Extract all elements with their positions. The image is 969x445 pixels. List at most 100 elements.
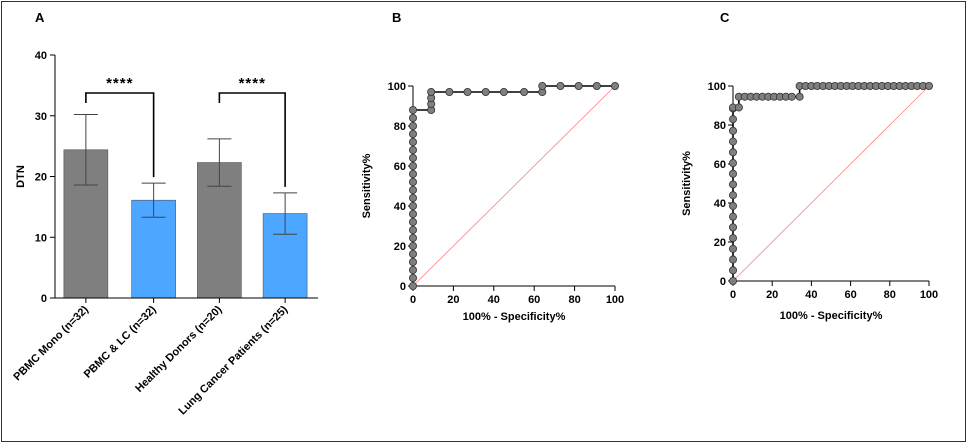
y-axis-title: DTN	[15, 165, 27, 188]
significance-label: ****	[239, 75, 266, 92]
roc-point	[729, 169, 738, 178]
roc-point	[729, 266, 738, 275]
x-tick-label: 80	[884, 289, 896, 301]
roc-point	[408, 185, 417, 194]
y-tick-label: 20	[394, 241, 406, 253]
panel-b-roc-chart: 0 20 40 60 80 100 0 20 40 60 80 100 100% - Specifici…	[361, 81, 624, 323]
x-tick-label: 80	[568, 294, 580, 306]
category-label: Lung Cancer Patients (n=25)	[177, 303, 291, 417]
roc-point	[538, 82, 547, 91]
x-tick-label: 40	[805, 289, 817, 301]
panel-a-bar-chart: 0 10 20 30 40 DTN PBMC Mono (n=32)PBMC & LC (n…	[11, 50, 318, 417]
roc-point	[481, 88, 490, 97]
roc-point	[592, 82, 601, 91]
roc-point	[408, 153, 417, 162]
panel-letter-c: C	[720, 10, 730, 25]
x-tick-label: 20	[447, 294, 459, 306]
y-tick-label: 0	[400, 281, 406, 293]
roc-point	[408, 217, 417, 226]
reference-diagonal	[732, 85, 930, 282]
roc-point	[556, 82, 565, 91]
roc-point	[408, 209, 417, 218]
y-tick-label: 0	[720, 276, 726, 288]
y-tick-label: 60	[394, 161, 406, 173]
x-tick-label: 40	[488, 294, 500, 306]
roc-point	[408, 106, 417, 115]
roc-point	[729, 148, 738, 157]
roc-point	[574, 82, 583, 91]
roc-point	[408, 265, 417, 274]
x-tick-label: 0	[410, 294, 416, 306]
roc-point	[795, 92, 804, 101]
y-tick-label: 80	[714, 120, 726, 132]
panel-letter-b: B	[392, 10, 401, 25]
roc-point	[925, 82, 934, 91]
x-tick-label: 100	[920, 289, 938, 301]
significance-bracket	[218, 92, 286, 187]
x-axis-title: 100% - Specificity%	[780, 310, 883, 322]
roc-point	[729, 201, 738, 210]
y-tick-label: 100	[388, 81, 406, 93]
roc-point	[408, 161, 417, 170]
x-tick-label: 60	[528, 294, 540, 306]
roc-point	[408, 169, 417, 178]
category-label: PBMC & LC (n=32)	[82, 303, 159, 380]
roc-point	[463, 88, 472, 97]
roc-point	[408, 137, 417, 146]
roc-point	[408, 273, 417, 282]
roc-point	[729, 244, 738, 253]
roc-point	[729, 191, 738, 200]
y-tick-label: 20	[714, 237, 726, 249]
roc-point	[408, 177, 417, 186]
y-tick-label: 100	[708, 81, 726, 93]
x-tick-label: 0	[730, 289, 736, 301]
roc-point	[408, 114, 417, 123]
panel-c-roc-chart: 0 20 40 60 80 100 0 20 40 60 80 100 100% - Specifici…	[681, 81, 938, 322]
roc-point	[787, 92, 796, 101]
roc-point	[408, 145, 417, 154]
roc-point	[408, 225, 417, 234]
roc-point	[729, 255, 738, 264]
roc-point	[408, 129, 417, 138]
significance-bracket	[85, 92, 155, 178]
y-tick-label: 10	[35, 232, 47, 244]
roc-point	[729, 115, 738, 124]
roc-point	[408, 257, 417, 266]
roc-point	[408, 193, 417, 202]
y-axis-title: Sensitivity%	[681, 151, 693, 216]
roc-point	[729, 223, 738, 232]
roc-point	[408, 233, 417, 242]
roc-point	[729, 126, 738, 135]
roc-point	[729, 180, 738, 189]
x-tick-label: 60	[844, 289, 856, 301]
y-tick-label: 40	[35, 50, 47, 62]
roc-point	[729, 212, 738, 221]
roc-point	[408, 241, 417, 250]
y-axis-title: Sensitivity%	[361, 153, 373, 218]
roc-point	[734, 103, 743, 112]
significance-label: ****	[106, 75, 133, 92]
y-tick-label: 20	[35, 172, 47, 184]
y-tick-label: 40	[394, 201, 406, 213]
roc-point	[729, 159, 738, 168]
roc-point	[408, 249, 417, 258]
roc-point	[408, 201, 417, 210]
y-tick-label: 30	[35, 111, 47, 123]
roc-point	[499, 88, 508, 97]
y-tick-label: 60	[714, 159, 726, 171]
roc-point	[611, 82, 620, 91]
x-tick-label: 100	[606, 294, 624, 306]
x-axis-title: 100% - Specificity%	[463, 311, 566, 323]
y-tick-label: 0	[41, 293, 47, 305]
roc-point	[520, 88, 529, 97]
y-tick-label: 40	[714, 198, 726, 210]
roc-point	[729, 276, 738, 285]
category-label: PBMC Mono (n=32)	[11, 303, 91, 383]
x-tick-label: 20	[766, 289, 778, 301]
roc-point	[427, 88, 436, 97]
panel-letter-a: A	[35, 10, 45, 25]
roc-point	[408, 122, 417, 131]
roc-point	[729, 234, 738, 243]
